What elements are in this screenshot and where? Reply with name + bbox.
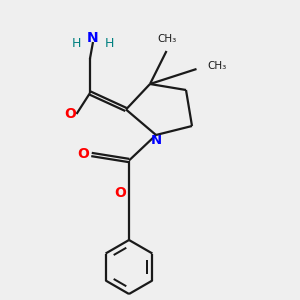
Text: O: O [64, 107, 76, 121]
Text: N: N [87, 31, 99, 44]
Text: CH₃: CH₃ [158, 34, 177, 44]
Text: CH₃: CH₃ [207, 61, 226, 71]
Text: H: H [105, 37, 114, 50]
Text: O: O [77, 147, 89, 161]
Text: H: H [72, 37, 81, 50]
Text: O: O [115, 186, 127, 200]
Text: N: N [150, 134, 162, 147]
